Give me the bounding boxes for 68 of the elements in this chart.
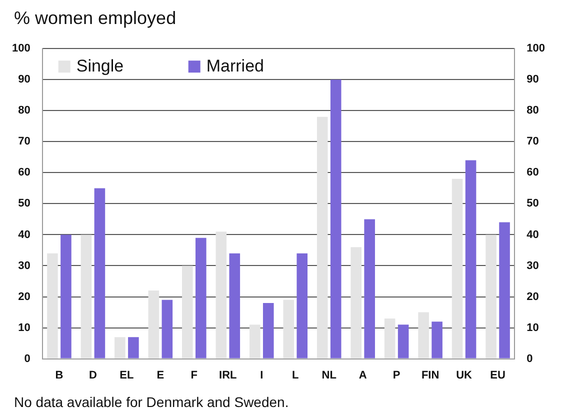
x-tick-label: E <box>156 369 164 382</box>
bar <box>249 324 260 358</box>
y2-tick-label: 60 <box>526 166 539 179</box>
x-tick-label: EU <box>490 369 506 382</box>
x-tick-label: I <box>260 369 264 382</box>
legend-label: Married <box>206 56 264 76</box>
y2-tick-label: 0 <box>526 352 533 365</box>
bar <box>94 188 106 358</box>
y2-tick-label: 20 <box>526 290 539 303</box>
bar <box>418 312 429 358</box>
bar <box>162 300 173 358</box>
y-tick-label: 40 <box>18 228 30 241</box>
bar <box>452 178 463 358</box>
bar <box>499 222 510 358</box>
chart-title: % women employed <box>14 8 176 29</box>
x-tick-label: F <box>190 369 198 382</box>
y2-tick-label: 30 <box>526 260 539 272</box>
y-tick-label: 20 <box>18 290 30 303</box>
text: No data available for Denmark and Sweden. <box>14 394 289 410</box>
x-tick-label: NL <box>322 369 337 382</box>
y2-tick-label: 10 <box>526 322 539 334</box>
bar <box>350 247 362 358</box>
y2-tick-label: 70 <box>526 136 539 148</box>
bar <box>283 300 294 358</box>
bar <box>148 290 160 358</box>
bar <box>296 253 308 358</box>
bar <box>316 116 328 358</box>
y2-tick-label: 90 <box>526 74 539 86</box>
y-tick-label: 30 <box>18 260 30 272</box>
bar <box>364 219 375 358</box>
y-tick-label: 60 <box>18 166 30 179</box>
bar <box>465 160 476 358</box>
bar <box>262 302 274 358</box>
bar <box>486 234 496 358</box>
y-tick-label: 80 <box>18 104 30 117</box>
x-tick-label: A <box>358 369 367 382</box>
bar <box>384 318 396 358</box>
x-tick-label: L <box>292 369 299 382</box>
bar <box>182 266 193 358</box>
y2-tick-label: 50 <box>526 198 539 210</box>
y-tick-label: 0 <box>24 352 30 365</box>
y-tick-label: 90 <box>18 74 30 86</box>
bar <box>128 337 139 358</box>
x-tick-label: B <box>55 369 64 382</box>
bar <box>216 232 227 358</box>
bar <box>432 322 442 358</box>
x-tick-label: D <box>88 369 97 382</box>
x-tick-label: EL <box>120 369 134 382</box>
bar <box>398 324 409 358</box>
bar <box>196 238 206 358</box>
y2-tick-label: 40 <box>526 228 539 241</box>
y2-tick-label: 80 <box>526 104 539 117</box>
bar <box>47 253 58 358</box>
x-tick-label: IRL <box>219 369 238 382</box>
y-tick-label: 50 <box>18 198 30 210</box>
y-tick-label: 10 <box>18 322 30 334</box>
y-tick-label: 70 <box>18 136 30 148</box>
bar <box>80 234 92 358</box>
y-tick-label: 100 <box>12 42 30 55</box>
y2-tick-label: 100 <box>526 42 546 55</box>
x-tick-label: UK <box>456 369 472 382</box>
bar <box>114 337 126 358</box>
bar <box>229 253 240 358</box>
bar <box>60 234 72 358</box>
x-tick-label: P <box>392 369 400 382</box>
bar <box>330 80 342 358</box>
x-tick-label: FIN <box>421 369 440 382</box>
legend-label: Single <box>76 56 124 76</box>
